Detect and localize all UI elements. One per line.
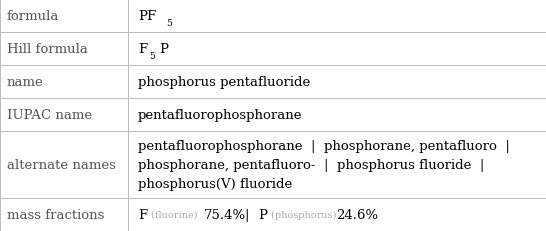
Text: name: name — [7, 76, 43, 89]
Text: Hill formula: Hill formula — [7, 43, 87, 56]
Text: phosphorus pentafluoride: phosphorus pentafluoride — [138, 76, 310, 89]
Text: F: F — [138, 208, 147, 221]
Text: mass fractions: mass fractions — [7, 208, 104, 221]
Text: P: P — [159, 43, 168, 56]
Text: IUPAC name: IUPAC name — [7, 109, 92, 122]
Text: (fluorine): (fluorine) — [149, 210, 199, 219]
Text: alternate names: alternate names — [7, 158, 115, 171]
Text: F: F — [138, 43, 147, 56]
Text: pentafluorophosphorane: pentafluorophosphorane — [138, 109, 302, 122]
Text: pentafluorophosphorane  |  phosphorane, pentafluoro  |
phosphorane, pentafluoro-: pentafluorophosphorane | phosphorane, pe… — [138, 140, 510, 190]
Text: 24.6%: 24.6% — [336, 208, 378, 221]
Text: 5: 5 — [167, 18, 173, 27]
Text: formula: formula — [7, 10, 59, 23]
Text: 5: 5 — [149, 51, 155, 60]
Text: PF: PF — [138, 10, 156, 23]
Text: |: | — [245, 208, 249, 221]
Text: (phosphorus): (phosphorus) — [269, 210, 339, 219]
Text: P: P — [258, 208, 267, 221]
Text: 75.4%: 75.4% — [204, 208, 246, 221]
